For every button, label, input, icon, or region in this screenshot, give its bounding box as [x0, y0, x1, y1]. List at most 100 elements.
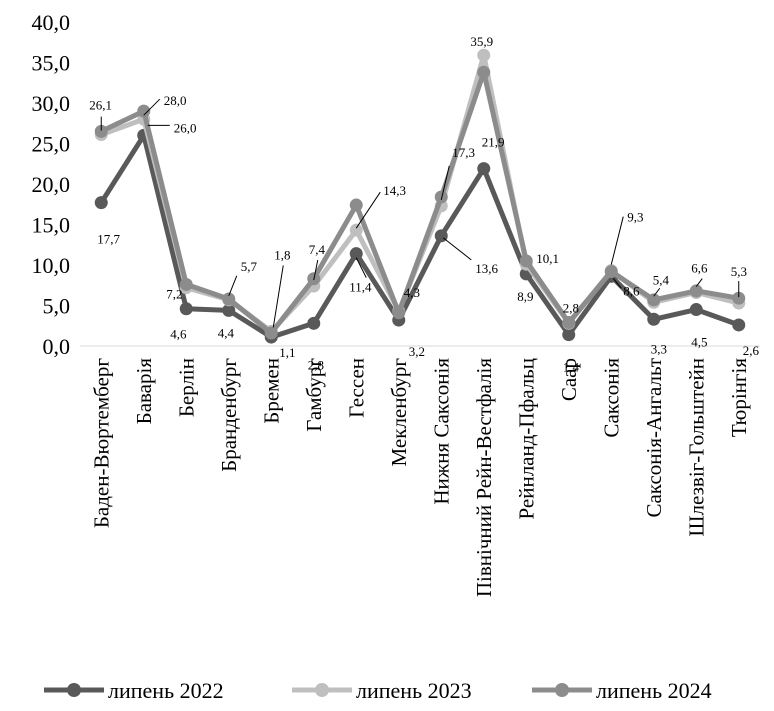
- y-tick-label: 25,0: [32, 132, 71, 157]
- x-tick-label: Північний Рейн-Вестфалія: [472, 358, 496, 597]
- data-point: [519, 254, 533, 268]
- x-tick-label: Шлезвіг-Гольштейн: [684, 358, 708, 537]
- data-label: 8,6: [623, 283, 640, 298]
- x-tick-label: Гессен: [344, 358, 368, 418]
- data-point: [647, 293, 661, 307]
- x-tick-label: Саксонія-Ангальт: [642, 358, 666, 518]
- data-point: [562, 316, 576, 330]
- data-label: 5,3: [731, 264, 747, 279]
- y-tick-label: 15,0: [32, 213, 71, 238]
- data-point: [349, 223, 363, 237]
- data-label: 35,9: [470, 34, 493, 49]
- series-line: [99, 132, 740, 340]
- y-tick-label: 5,0: [43, 294, 71, 319]
- data-point: [94, 196, 108, 210]
- data-label: 26,1: [89, 98, 112, 113]
- data-label: 1,8: [274, 247, 290, 262]
- data-point: [477, 48, 491, 62]
- data-point: [477, 65, 491, 79]
- data-label: 3,2: [409, 344, 425, 359]
- data-label: 6,6: [691, 261, 708, 276]
- data-label: 7,2: [166, 287, 182, 302]
- data-label-leader: [228, 275, 238, 297]
- data-label: 4,6: [170, 327, 187, 342]
- data-label: 17,3: [452, 145, 475, 160]
- data-label: 4,5: [691, 335, 707, 350]
- data-label: 2,8: [563, 300, 579, 315]
- data-point: [349, 198, 363, 212]
- legend-label: липень 2023: [356, 678, 472, 703]
- data-point: [604, 264, 618, 278]
- data-label: 2,6: [743, 343, 760, 358]
- data-label: 14,3: [383, 183, 406, 198]
- data-point: [307, 316, 321, 330]
- data-point: [562, 328, 576, 342]
- data-label: 17,7: [97, 232, 120, 247]
- data-point: [689, 284, 703, 298]
- data-label: 4,4: [218, 325, 235, 340]
- data-label-leader: [440, 165, 450, 200]
- data-label: 4,3: [404, 285, 420, 300]
- y-tick-label: 20,0: [32, 172, 71, 197]
- data-label: 3,3: [651, 341, 667, 356]
- data-label: 13,6: [475, 261, 498, 276]
- data-point: [689, 303, 703, 317]
- y-tick-label: 10,0: [32, 253, 71, 278]
- x-tick-label: Саксонія: [599, 358, 623, 438]
- data-label: 2,8: [308, 357, 324, 372]
- data-point: [392, 306, 406, 320]
- data-label-leader: [143, 98, 161, 116]
- x-tick-label: Бремен: [259, 358, 283, 424]
- y-tick-label: 30,0: [32, 91, 71, 116]
- data-point: [434, 190, 448, 204]
- data-point: [349, 247, 363, 261]
- data-point: [264, 326, 278, 340]
- x-tick-label: Рейнланд-Пфальц: [514, 358, 538, 520]
- series-line: [100, 69, 740, 336]
- data-point: [732, 318, 746, 332]
- data-label-leader: [695, 278, 703, 287]
- data-label: 7,4: [309, 242, 326, 257]
- y-tick-label: 40,0: [32, 10, 71, 35]
- legend-swatch-marker: [315, 683, 329, 697]
- x-tick-label: Баден-Вюртемберг: [89, 358, 113, 529]
- x-tick-label: Нижня Саксонія: [429, 358, 453, 505]
- x-tick-label: Баварія: [132, 358, 156, 425]
- legend-label: липень 2022: [108, 678, 224, 703]
- x-tick-label: Тюрінгія: [727, 358, 751, 437]
- data-label: 8,9: [517, 289, 533, 304]
- data-label: 28,0: [164, 93, 187, 108]
- data-label-leader: [355, 191, 381, 229]
- data-label-leader: [653, 287, 661, 297]
- data-label: 21,9: [482, 135, 505, 150]
- data-point: [222, 292, 236, 306]
- x-tick-label: Гамбург: [302, 358, 326, 432]
- data-label: 1,4: [563, 360, 580, 375]
- data-label: 26,0: [174, 120, 197, 135]
- y-tick-label: 0,0: [43, 334, 71, 359]
- data-label-leader: [313, 259, 319, 281]
- data-label: 5,4: [653, 272, 670, 287]
- data-label-leader: [272, 265, 284, 328]
- data-label-leader: [612, 278, 622, 289]
- legend-label: липень 2024: [596, 678, 712, 703]
- data-label: 10,1: [536, 251, 559, 266]
- data-point: [179, 277, 193, 291]
- data-point: [137, 104, 151, 118]
- x-tick-label: Бранденбург: [217, 358, 241, 472]
- x-tick-label: Саар: [557, 358, 581, 401]
- data-point: [179, 302, 193, 316]
- legend-swatch-marker: [555, 683, 569, 697]
- data-label: 5,7: [241, 259, 258, 274]
- data-label: 1,1: [279, 345, 295, 360]
- legend-swatch-marker: [67, 683, 81, 697]
- data-point: [647, 312, 661, 326]
- data-point: [477, 162, 491, 176]
- data-label: 11,4: [349, 280, 372, 295]
- data-label-leader: [442, 237, 472, 261]
- x-tick-label: Мекленбург: [387, 358, 411, 467]
- data-label-leader: [355, 257, 367, 278]
- data-label-leader: [610, 216, 624, 265]
